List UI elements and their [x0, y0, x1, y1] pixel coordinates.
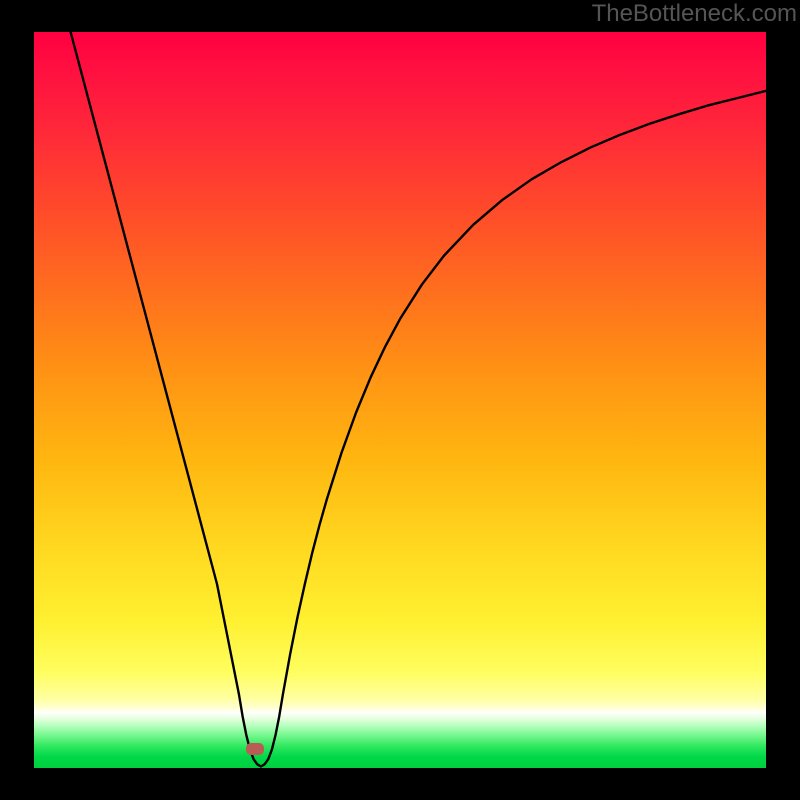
- plot-area: [34, 32, 766, 768]
- curve-layer: [34, 32, 766, 768]
- chart-frame: TheBottleneck.com: [0, 0, 800, 800]
- watermark-text: TheBottleneck.com: [592, 0, 797, 28]
- optimum-marker: [246, 743, 264, 755]
- bottleneck-curve: [71, 32, 766, 767]
